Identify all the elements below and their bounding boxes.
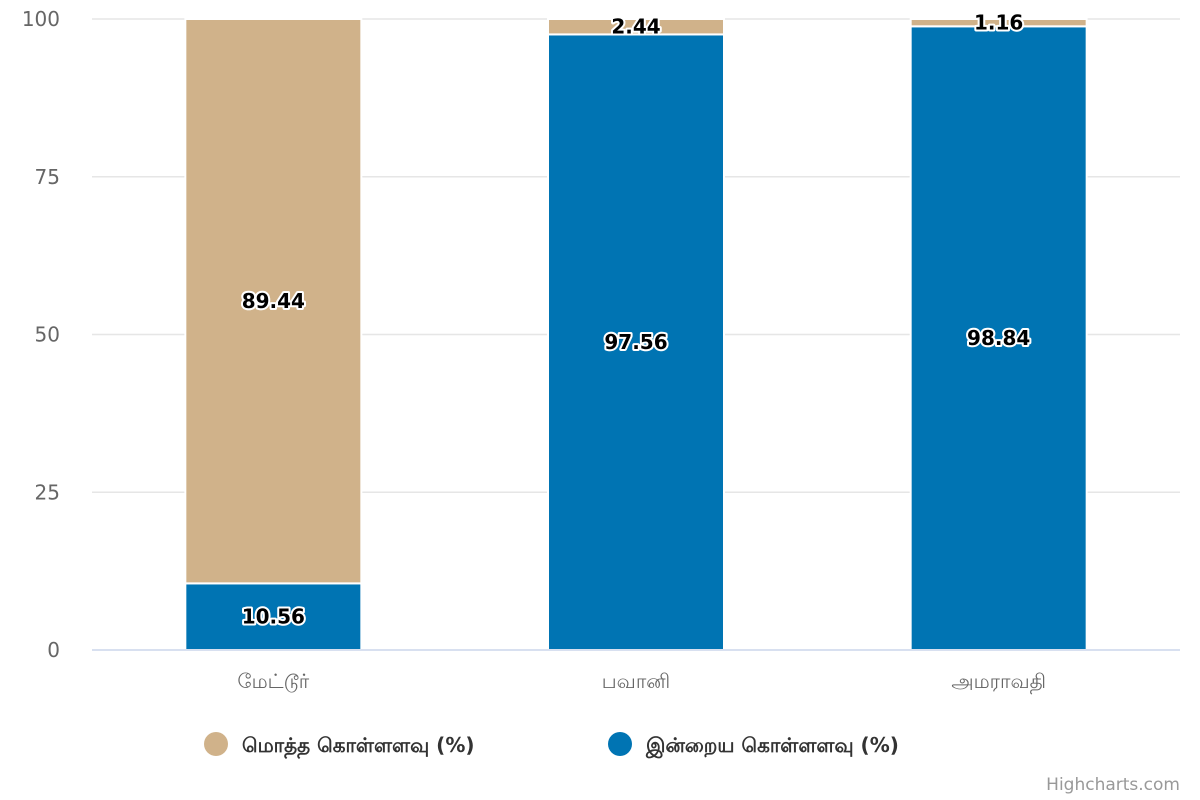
legend-label: இன்றைய கொள்ளளவு (%)	[645, 733, 899, 759]
legend-item-ibaebcaba4bcdba420b95bcab[interactable]: மொத்த கொள்ளளவு (%)	[204, 732, 475, 759]
bar-segment[interactable]	[547, 33, 725, 651]
legend-label: மொத்த கொள்ளளவு (%)	[242, 733, 475, 759]
y-tick-label: 25	[35, 480, 60, 504]
y-tick-label: 75	[35, 165, 60, 189]
data-label: 89.44	[242, 289, 305, 313]
x-tick-label: மேட்டூர்	[237, 669, 309, 693]
y-tick-label: 50	[35, 323, 60, 347]
legend-marker-icon	[608, 732, 632, 756]
data-labels: 10.56 89.44 97.56 2.44 98.84 1.16	[240, 9, 1033, 631]
data-label: 97.56	[604, 330, 667, 354]
y-tick-label: 100	[22, 7, 60, 31]
x-axis: மேட்டூர் பவானி அமராவதி	[237, 669, 1046, 694]
credits[interactable]: Highcharts.com	[1046, 775, 1180, 795]
bar-segment[interactable]	[184, 582, 363, 651]
legend: மொத்த கொள்ளளவு (%) இன்றைய கொள்ளளவு (%)	[204, 732, 899, 759]
legend-marker-icon	[204, 732, 228, 756]
bar-segment[interactable]	[909, 25, 1088, 652]
bar-segment[interactable]	[909, 18, 1088, 28]
legend-item-ib87ba9bcdbb1bc8baf20b95b[interactable]: இன்றைய கொள்ளளவு (%)	[608, 732, 899, 759]
data-label: 98.84	[967, 326, 1030, 350]
plot-area	[184, 18, 1088, 652]
x-tick-label: அமராவதி	[951, 669, 1046, 694]
data-label: 2.44	[611, 15, 660, 39]
bar-segment[interactable]	[547, 18, 725, 36]
y-axis: 0 25 50 75 100	[22, 7, 60, 662]
x-tick-label: பவானி	[602, 669, 670, 693]
data-label: 10.56	[242, 605, 305, 629]
bar-segment[interactable]	[184, 18, 363, 585]
y-tick-label: 0	[47, 638, 60, 662]
data-label: 1.16	[974, 11, 1023, 35]
